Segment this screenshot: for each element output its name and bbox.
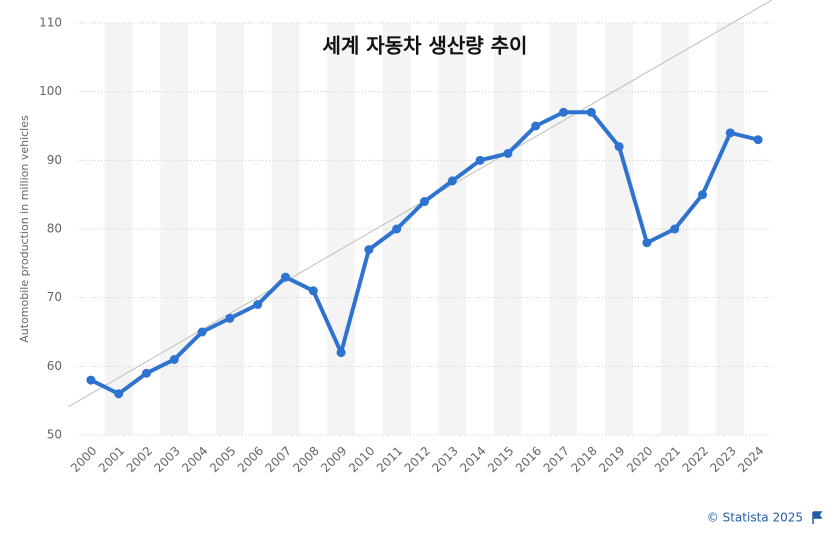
x-tick-label: 2007	[263, 444, 294, 475]
x-tick-label: 2019	[596, 444, 627, 475]
y-tick-label: 80	[47, 222, 62, 236]
data-point	[336, 348, 346, 358]
y-tick-label: 90	[47, 153, 62, 167]
data-point	[559, 107, 568, 117]
data-point	[86, 375, 96, 385]
data-point	[503, 148, 513, 158]
chart-title: 세계 자동차 생산량 추이	[323, 34, 528, 58]
y-tick-label: 70	[47, 290, 62, 304]
data-point	[197, 327, 207, 337]
x-tick-label: 2000	[68, 444, 99, 475]
source[interactable]: © Statista 2025	[707, 511, 803, 525]
x-tick-label: 2024	[735, 444, 766, 475]
flag-icon[interactable]	[812, 511, 823, 524]
data-point	[253, 300, 263, 310]
data-point	[531, 121, 541, 131]
x-tick-label: 2021	[652, 444, 683, 475]
column-band	[160, 23, 189, 435]
data-point	[586, 107, 596, 117]
data-point	[614, 142, 624, 152]
data-point	[392, 224, 402, 234]
data-point	[670, 224, 680, 234]
data-point	[142, 368, 151, 378]
x-tick-label: 2016	[513, 444, 544, 475]
x-tick-label: 2011	[374, 444, 405, 475]
x-tick-label: 2006	[235, 444, 266, 475]
x-tick-label: 2004	[179, 444, 210, 475]
column-band	[271, 23, 300, 435]
y-tick-label: 60	[47, 359, 62, 373]
y-tick-label: 100	[39, 84, 62, 98]
x-tick-label: 2010	[346, 444, 377, 475]
x-tick-label: 2013	[429, 444, 460, 475]
y-axis-label: Automobile production in million vehicle…	[18, 115, 31, 343]
data-point	[281, 272, 290, 282]
data-point	[698, 190, 707, 200]
x-tick-label: 2003	[151, 444, 182, 475]
column-band	[494, 23, 522, 435]
x-tick-label: 2020	[624, 444, 655, 475]
x-tick-label: 2015	[485, 444, 516, 475]
x-tick-label: 2009	[318, 444, 349, 475]
data-point	[114, 389, 124, 399]
y-tick-label: 110	[39, 16, 62, 30]
x-tick-label: 2012	[402, 444, 433, 475]
data-point	[169, 354, 179, 364]
x-tick-label: 2002	[124, 444, 155, 475]
data-point	[475, 155, 485, 165]
data-point	[364, 245, 374, 255]
x-tick-label: 2017	[541, 444, 572, 475]
series-line	[90, 110, 759, 396]
x-tick-label: 2014	[457, 444, 488, 475]
y-tick-label: 50	[47, 428, 62, 442]
x-tick-label: 2005	[207, 444, 238, 475]
column-band	[716, 23, 745, 435]
data-point	[225, 313, 235, 323]
x-tick-label: 2022	[680, 444, 711, 475]
x-tick-label: 2001	[96, 444, 127, 475]
data-point	[753, 135, 763, 145]
grid	[77, 22, 772, 436]
column-band	[605, 23, 633, 435]
data-point	[420, 197, 429, 207]
data-point	[725, 128, 735, 138]
data-point	[308, 286, 318, 296]
column-band	[104, 23, 133, 435]
x-tick-label: 2018	[568, 444, 599, 475]
x-tick-label: 2023	[707, 444, 738, 475]
x-tick-label: 2008	[290, 444, 321, 475]
data-point	[447, 176, 457, 186]
data-point	[642, 238, 652, 248]
